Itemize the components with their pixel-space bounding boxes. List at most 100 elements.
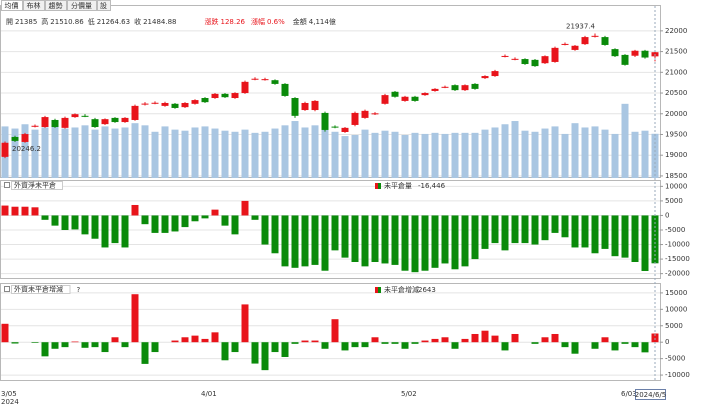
volume-bar (501, 124, 509, 178)
quote-value: 21385 (15, 18, 37, 26)
bar (191, 215, 199, 222)
candle-body (171, 103, 179, 108)
y-tick-label: 0 (665, 338, 669, 346)
candle-body (41, 117, 49, 128)
candle-body (451, 85, 459, 91)
y-tick-label: 10000 (665, 305, 687, 313)
volume-bar (311, 125, 319, 178)
volume-bar (151, 131, 159, 178)
volume-bar (301, 127, 309, 178)
volume-bar (41, 127, 49, 178)
volume-bar (521, 130, 529, 178)
volume-bar (211, 128, 219, 178)
panel-checkbox[interactable] (4, 182, 10, 188)
candle-body (1, 142, 9, 157)
y-tick-label: 22000 (665, 27, 687, 35)
volume-bar (641, 130, 649, 178)
bar (111, 215, 119, 244)
bar (81, 342, 89, 348)
candle-body (111, 117, 119, 123)
bar (411, 215, 419, 273)
volume-bar (241, 129, 249, 178)
volume-bar (591, 126, 599, 178)
candle-body (631, 50, 639, 56)
candle-body (581, 37, 589, 45)
bar (601, 215, 609, 249)
bar (11, 342, 19, 344)
candle-body (261, 79, 269, 81)
bar (501, 215, 509, 251)
quote-line: 開 21385 高 21510.86 低 21264.63 收 21484.88 漲跌 128.2… (6, 17, 336, 26)
bar (1, 205, 9, 216)
bar (361, 215, 369, 267)
bar (191, 335, 199, 343)
candle-body (381, 95, 389, 104)
volume-bar (291, 121, 299, 178)
bar (391, 215, 399, 265)
bar (381, 342, 389, 344)
candle-body (461, 85, 469, 91)
tab[interactable] (23, 0, 45, 11)
candle-body (321, 112, 329, 130)
panel-title[interactable]: 外資未平倉增減 (14, 285, 63, 294)
bar (91, 215, 99, 239)
bar (351, 215, 359, 262)
x-tick-label: 4/01 (201, 390, 217, 398)
candle-body (351, 112, 359, 125)
tab[interactable] (45, 0, 67, 11)
candle-body (481, 76, 489, 79)
bar (461, 338, 469, 343)
panel-title-box[interactable] (11, 285, 71, 294)
volume-bar (461, 132, 469, 178)
bar (321, 342, 329, 349)
panel-title-box[interactable] (11, 181, 63, 190)
candle-body (181, 102, 189, 108)
volume-bar (421, 133, 429, 178)
legend-value: 2643 (418, 286, 436, 294)
bar (491, 215, 499, 244)
bar (11, 206, 19, 216)
bar (521, 215, 529, 244)
bar (151, 215, 159, 233)
volume-bar (251, 132, 259, 178)
tab[interactable] (1, 0, 23, 11)
tab-label[interactable]: 趨勢 (49, 1, 63, 10)
bar (551, 215, 559, 233)
bar (471, 215, 479, 260)
tab-label[interactable]: 布林 (27, 1, 41, 10)
change-label: 漲跌 (205, 17, 219, 26)
volume-bar (11, 128, 19, 178)
tab[interactable] (97, 0, 111, 11)
bar (631, 342, 639, 348)
bar (371, 337, 379, 343)
panel-title[interactable]: 外資淨未平倉 (14, 181, 56, 190)
legend-swatch (378, 183, 381, 189)
x-tick-label: 5/02 (401, 390, 417, 398)
bar (621, 215, 629, 258)
tab-label[interactable]: 分價量 (71, 1, 92, 10)
candle-body (601, 37, 609, 45)
oi-change-panel (0, 283, 661, 381)
bar (611, 342, 619, 351)
candle-body (161, 102, 169, 106)
bar (241, 200, 249, 216)
bar (491, 335, 499, 343)
panel-checkbox[interactable] (4, 286, 10, 292)
price-panel (0, 5, 661, 178)
bar (181, 215, 189, 228)
tab-label[interactable]: 設 (100, 1, 107, 10)
volume-bar (531, 131, 539, 178)
tab-label[interactable]: 均價 (5, 1, 19, 10)
help-icon[interactable]: ? (77, 286, 81, 294)
quote-value: 21484.88 (143, 18, 176, 26)
bar (311, 215, 319, 265)
tab[interactable] (67, 0, 97, 11)
candle-body (11, 136, 19, 141)
bar (341, 342, 349, 351)
candle-body (141, 103, 149, 105)
candle-body (431, 88, 439, 91)
bar (331, 319, 339, 343)
bar (21, 206, 29, 216)
bar (401, 342, 409, 349)
candle-body (411, 96, 419, 101)
